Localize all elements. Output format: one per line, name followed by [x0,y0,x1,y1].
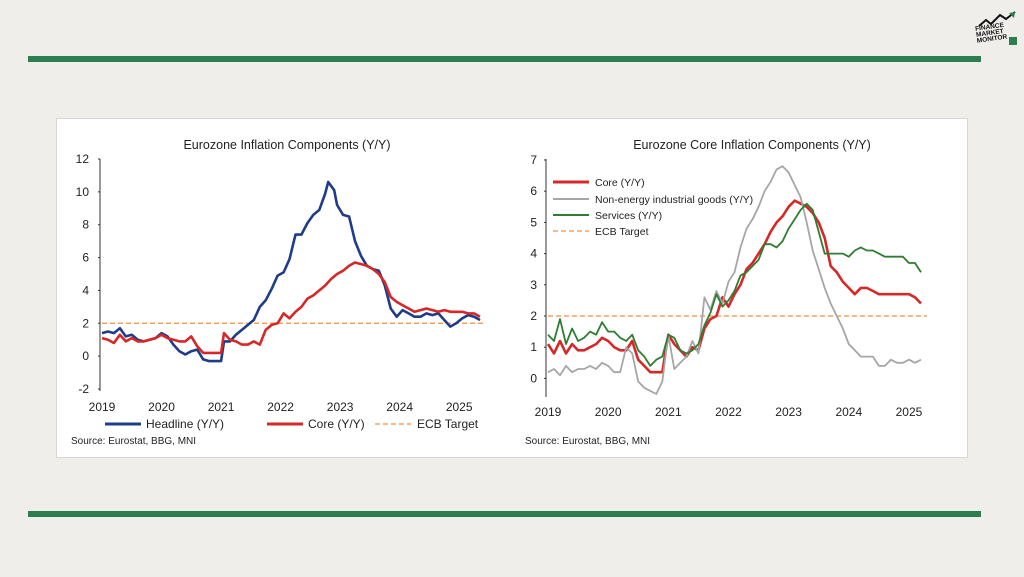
legend-label-core: Core (Y/Y) [308,417,365,431]
y-tick-label: 10 [76,185,90,199]
left-chart-title: Eurozone Inflation Components (Y/Y) [183,138,390,152]
y-tick-label: 0 [82,349,89,363]
right-chart-title: Eurozone Core Inflation Components (Y/Y) [633,138,871,152]
x-tick-label: 2021 [208,400,235,414]
right-chart: Eurozone Core Inflation Components (Y/Y)… [525,138,927,447]
legend-label-ecb: ECB Target [595,226,649,238]
left-x-ticks: 2019 2020 2021 2022 2023 2024 2025 [89,400,473,414]
y-tick-label: 5 [530,215,537,229]
charts-svg: Eurozone Inflation Components (Y/Y) -2 0 2… [71,138,927,447]
y-tick-label: 4 [530,247,537,261]
left-chart: Eurozone Inflation Components (Y/Y) -2 0 2… [71,138,483,447]
right-series-line-core-y-y [546,199,922,374]
legend-label-services: Services (Y/Y) [595,210,662,222]
left-y-ticks: -2 0 2 4 6 8 10 12 [76,152,100,396]
right-series-line-non-energy-industrial-goods-y-y [547,165,922,395]
y-tick-label: 0 [530,371,537,385]
bottom-divider [28,511,981,517]
y-tick-label: 2 [530,309,537,323]
legend-label-core: Core (Y/Y) [595,177,645,189]
x-tick-label: 2019 [535,405,562,419]
right-y-ticks: 0 1 2 3 4 5 6 7 [530,153,546,385]
right-source-note: Source: Eurostat, BBG, MNI [525,436,650,447]
x-tick-label: 2024 [386,400,413,414]
y-tick-label: 7 [530,153,537,167]
right-x-ticks: 2019 2020 2021 2022 2023 2024 2025 [535,405,923,419]
left-series-line-headline-y-y [101,180,481,363]
y-tick-label: -2 [78,382,89,396]
x-tick-label: 2023 [775,405,802,419]
legend-label-ecb: ECB Target [417,417,479,431]
y-tick-label: 1 [530,340,537,354]
x-tick-label: 2024 [835,405,862,419]
x-tick-label: 2020 [148,400,175,414]
x-tick-label: 2021 [655,405,682,419]
charts-panel: Eurozone Inflation Components (Y/Y) -2 0 2… [56,118,968,458]
x-tick-label: 2025 [896,405,923,419]
y-tick-label: 12 [76,152,90,166]
right-legend: Core (Y/Y) Non-energy industrial goods (… [553,177,753,238]
x-tick-label: 2022 [267,400,294,414]
left-series-lines [101,180,483,363]
legend-label-noneng: Non-energy industrial goods (Y/Y) [595,194,753,206]
logo-chart-icon [978,11,1017,45]
x-tick-label: 2022 [715,405,742,419]
left-source-note: Source: Eurostat, BBG, MNI [71,436,196,447]
legend-label-headline: Headline (Y/Y) [146,417,224,431]
y-tick-label: 6 [82,251,89,265]
right-series-lines [546,165,927,395]
brand-logo: FINANCE MARKET MONITOR [975,10,1020,48]
x-tick-label: 2025 [446,400,473,414]
y-tick-label: 8 [82,218,89,232]
y-tick-label: 6 [530,184,537,198]
y-tick-label: 2 [82,316,89,330]
top-divider [28,56,981,62]
left-legend: Headline (Y/Y) Core (Y/Y) ECB Target [105,417,479,431]
x-tick-label: 2023 [327,400,354,414]
x-tick-label: 2020 [595,405,622,419]
y-tick-label: 3 [530,278,537,292]
left-series-line-core-y-y [101,261,481,355]
y-tick-label: 4 [82,283,89,297]
x-tick-label: 2019 [89,400,116,414]
right-series-line-services-y-y [547,202,922,367]
